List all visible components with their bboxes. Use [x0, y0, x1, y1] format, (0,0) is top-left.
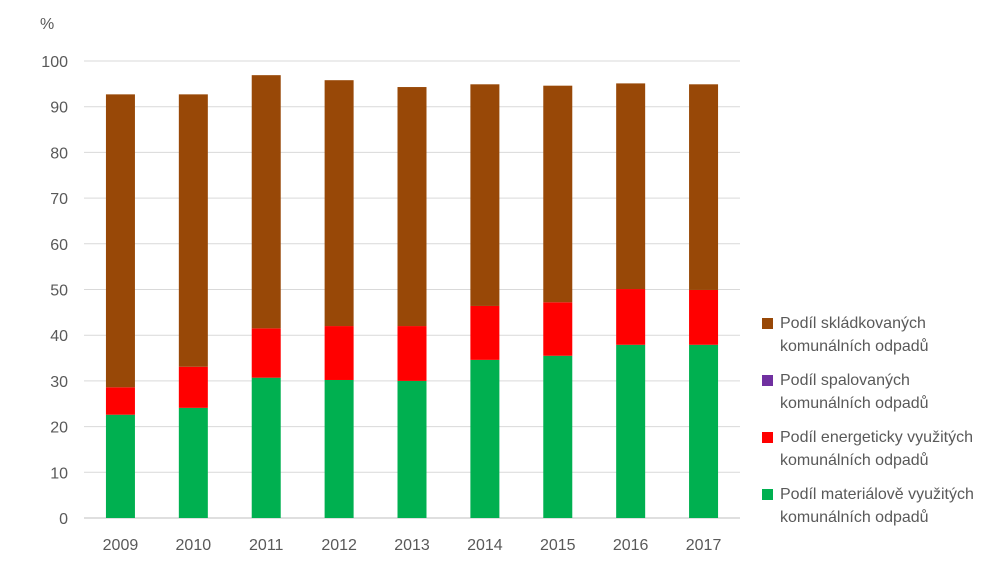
legend-item-landfilled: Podíl skládkovaných komunálních odpadů: [762, 312, 998, 358]
x-tick-label: 2013: [394, 537, 430, 554]
x-tick-label: 2017: [686, 537, 722, 554]
bar-segment: [324, 379, 354, 518]
y-tick-label: 20: [50, 420, 68, 437]
x-tick-label: 2014: [467, 537, 503, 554]
bar-segment: [324, 80, 354, 327]
x-tick-label: 2012: [321, 537, 357, 554]
bar-segment: [470, 305, 500, 360]
legend-label-line1: Podíl materiálově využitých: [780, 486, 974, 503]
bar-segment: [689, 344, 719, 518]
legend-item-incinerated: Podíl spalovaných komunálních odpadů: [762, 369, 998, 415]
legend-label-line2: komunálních odpadů: [780, 509, 929, 526]
bar-segment: [470, 359, 500, 518]
y-tick-label: 30: [50, 374, 68, 391]
bar-segment: [105, 94, 135, 388]
bar-segment: [397, 380, 427, 518]
y-tick-label: 0: [59, 511, 68, 528]
y-tick-label: 70: [50, 191, 68, 208]
legend-label-line2: komunálních odpadů: [780, 338, 929, 355]
y-tick-label: 100: [41, 54, 68, 71]
bar-segment: [543, 302, 573, 356]
bar-segment: [105, 387, 135, 415]
bar-segment: [251, 328, 281, 378]
x-tick-label: 2015: [540, 537, 576, 554]
legend-swatch: [762, 489, 773, 500]
bar-segment: [178, 366, 208, 408]
bar-segment: [105, 414, 135, 518]
x-tick-label: 2011: [249, 537, 284, 554]
bar-segment: [689, 289, 719, 345]
y-tick-label: 40: [50, 328, 68, 345]
bar-segment: [616, 289, 646, 345]
x-tick-label: 2009: [103, 537, 139, 554]
x-tick-label: 2010: [176, 537, 212, 554]
legend-label-line1: Podíl spalovaných: [780, 372, 910, 389]
y-axis-ticks: 0 10 20 30 40 50 60 70 80 90 100: [41, 54, 68, 528]
legend-swatch: [762, 375, 773, 386]
legend-label-line1: Podíl energeticky využitých: [780, 429, 973, 446]
legend-swatch: [762, 318, 773, 329]
y-unit-label: %: [40, 16, 54, 33]
y-tick-label: 10: [50, 465, 68, 482]
y-tick-label: 60: [50, 237, 68, 254]
legend-swatch: [762, 432, 773, 443]
x-axis-ticks: 2009 2010 2011 2012 2013 2014 2015 2016 2017: [103, 537, 722, 554]
legend-item-material-recovered: Podíl materiálově využitých komunálních …: [762, 483, 998, 529]
legend-item-energy-recovered: Podíl energeticky využitých komunálních …: [762, 426, 998, 472]
bar-segment: [251, 75, 281, 329]
legend-label-line1: Podíl skládkovaných: [780, 315, 926, 332]
bar-segment: [689, 84, 719, 290]
y-tick-label: 90: [50, 100, 68, 117]
bar-segment: [251, 377, 281, 518]
legend: Podíl skládkovaných komunálních odpadů P…: [762, 312, 998, 540]
bars: [105, 75, 719, 518]
bar-segment: [616, 344, 646, 518]
bar-segment: [397, 87, 427, 327]
bar-segment: [178, 94, 208, 367]
bar-segment: [397, 326, 427, 381]
bar-segment: [178, 407, 208, 518]
legend-label-line2: komunálních odpadů: [780, 452, 929, 469]
bar-segment: [324, 326, 354, 380]
bar-segment: [543, 355, 573, 518]
bar-segment: [616, 83, 646, 290]
x-tick-label: 2016: [613, 537, 649, 554]
bar-segment: [543, 85, 573, 303]
y-tick-label: 80: [50, 145, 68, 162]
bar-segment: [470, 84, 500, 306]
legend-label-line2: komunálních odpadů: [780, 395, 929, 412]
y-tick-label: 50: [50, 283, 68, 300]
